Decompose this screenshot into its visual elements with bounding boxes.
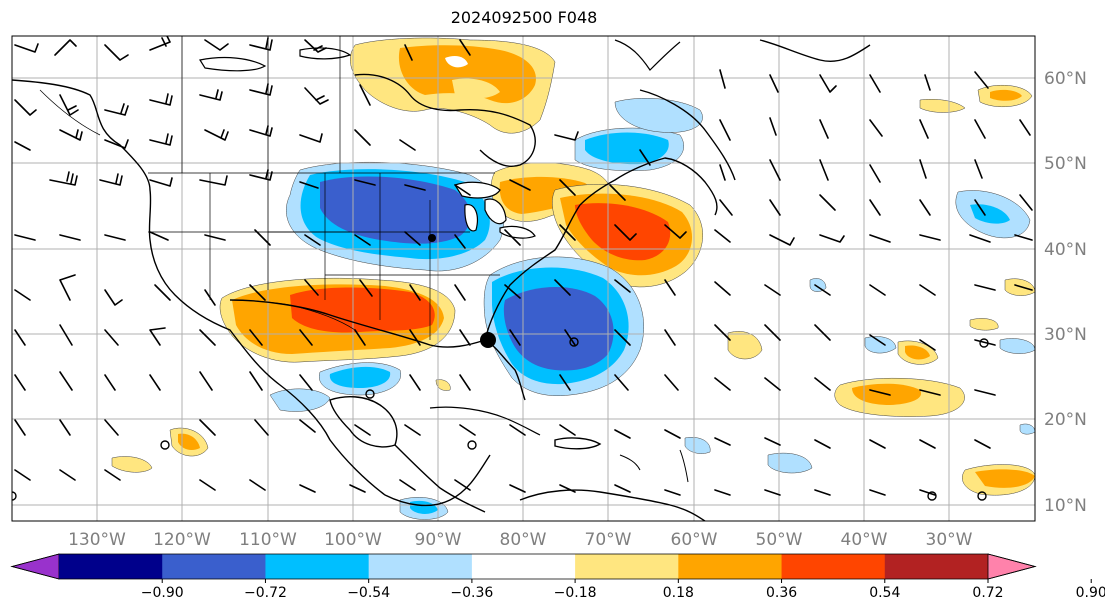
colorbar-tick-label: 0.90	[1076, 585, 1105, 601]
colorbar-segment	[678, 554, 783, 579]
colorbar-extend-max	[987, 553, 1037, 580]
coastlines	[12, 39, 871, 521]
colorbar-tick-label: 0.18	[663, 585, 694, 601]
lat-label: 20°N	[1044, 410, 1087, 430]
lat-label: 10°N	[1044, 496, 1087, 516]
lat-label: 30°N	[1044, 325, 1087, 345]
colorbar-segment	[368, 554, 473, 579]
political-borders	[39, 36, 500, 340]
lat-label: 50°N	[1044, 154, 1087, 174]
map-title: 2024092500 F048	[450, 8, 598, 27]
colorbar-segment	[575, 554, 679, 579]
lon-label: 50°W	[756, 530, 803, 550]
lon-label: 110°W	[239, 530, 297, 550]
colorbar-tick-label: −0.72	[244, 585, 287, 601]
storm-marker-icon	[480, 332, 496, 348]
colorbar-tick-label: 0.72	[972, 585, 1003, 601]
calm-wind-markers	[12, 337, 989, 501]
colorbar-tick-label: −0.90	[141, 585, 184, 601]
colorbar-segment	[265, 554, 370, 579]
colorbar-segment	[884, 554, 989, 579]
colorbar-segment	[471, 554, 576, 579]
lon-label: 80°W	[500, 530, 547, 550]
wind-barbs	[14, 36, 1033, 496]
lon-label: 30°W	[926, 530, 973, 550]
colorbar-segment	[781, 554, 886, 579]
colorbar-tick-label: −0.18	[554, 585, 597, 601]
lon-label: 120°W	[153, 530, 211, 550]
lon-label: 60°W	[671, 530, 718, 550]
colorbar-tick-label: 0.54	[869, 585, 900, 601]
colorbar-extend-min	[10, 553, 60, 580]
latitude-labels: 60°N 50°N 40°N 30°N 20°N 10°N	[1044, 69, 1087, 516]
longitude-labels: 130°W 120°W 110°W 100°W 90°W 80°W 70°W 6…	[68, 530, 973, 550]
lon-label: 100°W	[324, 530, 382, 550]
lon-label: 70°W	[585, 530, 632, 550]
colorbar: −0.90 −0.72 −0.54 −0.36 −0.18 0.18 0.36 0.54 0.7…	[10, 553, 1105, 601]
lon-label: 40°W	[841, 530, 888, 550]
colorbar-segment	[162, 554, 266, 579]
lat-label: 40°N	[1044, 240, 1087, 260]
lat-label: 60°N	[1044, 69, 1087, 89]
colorbar-segment	[59, 554, 163, 579]
great-lakes	[454, 181, 536, 239]
lon-label: 90°W	[415, 530, 462, 550]
colorbar-tick-label: −0.54	[347, 585, 390, 601]
colorbar-tick-label: 0.36	[766, 585, 797, 601]
lon-label: 130°W	[68, 530, 126, 550]
low-center-icon	[428, 234, 436, 242]
map-plot-area	[12, 36, 1035, 521]
colorbar-tick-label: −0.36	[450, 585, 493, 601]
map-frame	[11, 35, 1036, 522]
